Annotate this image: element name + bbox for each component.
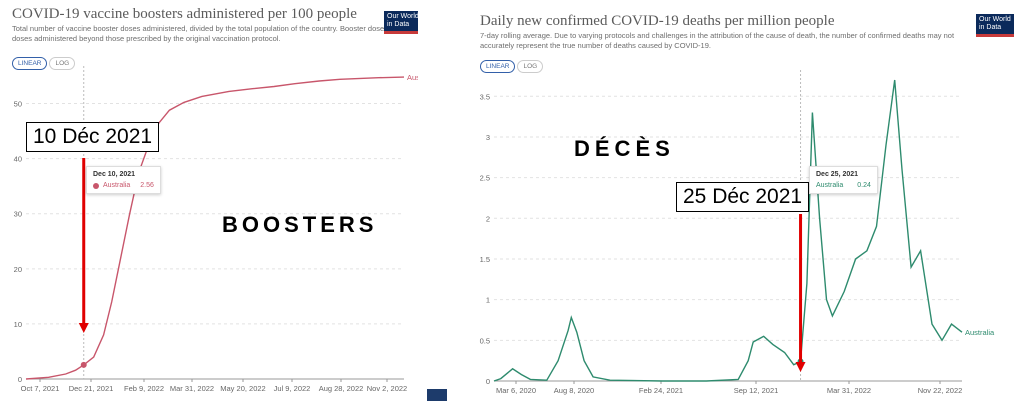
right-tooltip-value: 0.24 xyxy=(857,182,871,189)
left-chart-subtitle: Total number of vaccine booster doses ad… xyxy=(12,24,401,43)
x-tick-label: Jul 9, 2022 xyxy=(274,384,311,393)
y-tick-label: 0.5 xyxy=(480,336,490,345)
right-chart-title: Daily new confirmed COVID-19 deaths per … xyxy=(480,13,835,29)
right-tooltip-series: Australia xyxy=(816,182,844,189)
left-boosters-label: BOOSTERS xyxy=(222,212,378,237)
y-tick-label: 2.5 xyxy=(480,174,490,183)
x-tick-label: Oct 7, 2021 xyxy=(21,384,60,393)
left-tooltip-value: 2.56 xyxy=(140,182,154,189)
y-tick-label: 30 xyxy=(14,210,22,219)
x-tick-label: Feb 9, 2022 xyxy=(124,384,164,393)
y-tick-label: 3 xyxy=(486,133,490,142)
right-scale-toggle: LINEAR LOG xyxy=(480,60,544,73)
right-date-annotation: 25 Déc 2021 xyxy=(676,182,810,212)
left-chart-plot: 0 10 20 30 40 50 Oct 7, 2021 Dec 21, 2021 Feb 9,… xyxy=(14,66,437,393)
x-tick-label: Mar 6, 2020 xyxy=(496,386,536,395)
right-chart-subtitle: 7-day rolling average. Due to varying pr… xyxy=(480,31,955,50)
left-tooltip: Dec 10, 2021 Australia 2.56 xyxy=(86,166,161,194)
right-chart-plot: 0 0.5 1 1.5 2 2.5 3 3.5 Mar 6, 2020 Aug 8, 2020 Fe… xyxy=(480,70,995,395)
panel-gap xyxy=(418,0,470,401)
right-deaths-label: DÉCÈS xyxy=(574,136,675,161)
x-tick-label: Feb 24, 2021 xyxy=(639,386,683,395)
left-date-annotation: 10 Déc 2021 xyxy=(26,122,160,152)
x-tick-label: Mar 31, 2022 xyxy=(170,384,214,393)
right-log-button[interactable]: LOG xyxy=(517,60,544,73)
left-owid-logo: Our World in Data xyxy=(384,11,422,34)
y-tick-label: 2 xyxy=(486,214,490,223)
left-tooltip-date: Dec 10, 2021 xyxy=(93,171,136,178)
left-chart-panel: COVID-19 vaccine boosters administered p… xyxy=(0,0,437,401)
y-tick-label: 1 xyxy=(486,296,490,305)
y-tick-label: 40 xyxy=(14,155,22,164)
x-tick-label: Dec 21, 2021 xyxy=(69,384,114,393)
series-end-label: Australia xyxy=(965,328,995,337)
series-line-australia xyxy=(493,79,963,382)
right-chart-panel: Daily new confirmed COVID-19 deaths per … xyxy=(470,0,1024,401)
x-tick-label: Nov 22, 2022 xyxy=(918,386,963,395)
left-tooltip-series: Australia xyxy=(103,182,131,189)
left-scale-toggle: LINEAR LOG xyxy=(12,57,76,70)
right-tooltip-date: Dec 25, 2021 xyxy=(816,171,859,178)
left-linear-button[interactable]: LINEAR xyxy=(12,57,48,70)
red-arrow-head xyxy=(78,323,89,333)
y-tick-label: 20 xyxy=(14,265,22,274)
x-tick-label: Sep 12, 2021 xyxy=(734,386,779,395)
x-tick-label: Aug 8, 2020 xyxy=(554,386,594,395)
y-tick-label: 0 xyxy=(18,375,22,384)
left-tooltip-dot xyxy=(93,182,99,189)
left-log-button[interactable]: LOG xyxy=(49,57,76,70)
x-tick-label: May 20, 2022 xyxy=(220,384,265,393)
y-tick-label: 1.5 xyxy=(480,255,490,264)
x-tick-label: Nov 2, 2022 xyxy=(367,384,407,393)
hover-point xyxy=(80,361,87,368)
left-chart-title: COVID-19 vaccine boosters administered p… xyxy=(12,6,357,22)
red-arrow-head xyxy=(795,362,806,372)
y-tick-label: 10 xyxy=(14,320,22,329)
right-tooltip: Dec 25, 2021 Australia 0.24 xyxy=(809,166,878,194)
x-tick-label: Aug 28, 2022 xyxy=(319,384,364,393)
y-tick-label: 0 xyxy=(486,377,490,386)
x-tick-label: Mar 31, 2022 xyxy=(827,386,871,395)
right-linear-button[interactable]: LINEAR xyxy=(480,60,516,73)
right-owid-logo: Our World in Data xyxy=(976,14,1014,37)
y-tick-label: 50 xyxy=(14,100,22,109)
y-tick-label: 3.5 xyxy=(480,92,490,101)
corner-fragment xyxy=(427,389,447,401)
